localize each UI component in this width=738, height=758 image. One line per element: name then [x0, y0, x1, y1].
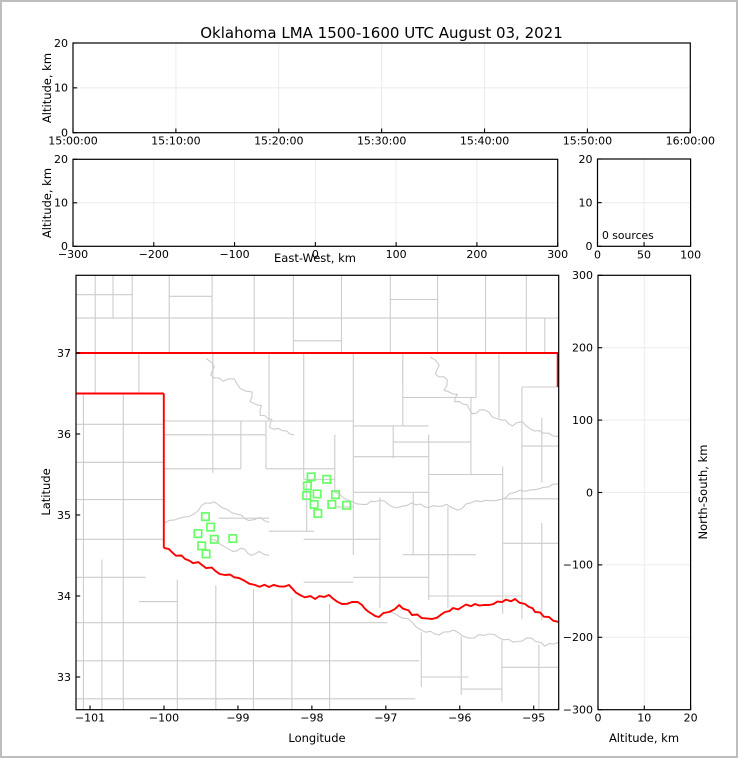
tick-label: 0: [594, 248, 601, 261]
tick-label: 0: [61, 240, 68, 253]
tick-label: 10: [579, 196, 593, 209]
map-xlabel: Longitude: [288, 731, 346, 745]
tick-label: 10: [54, 82, 68, 95]
station-marker: [312, 489, 322, 499]
tick-label: −200: [563, 631, 593, 644]
station-marker: [209, 534, 219, 544]
tick-label: 15:40:00: [460, 135, 509, 148]
tick-label: 20: [54, 153, 68, 166]
map-ylabel: Latitude: [39, 468, 53, 516]
tick-label: 0: [312, 248, 319, 261]
station-marker: [193, 529, 203, 539]
tick-label: 100: [572, 414, 593, 427]
tick-label: 10: [637, 712, 651, 725]
tick-label: 200: [466, 248, 487, 261]
ns-height-xlabel: Altitude, km: [608, 731, 680, 745]
tick-label: 300: [547, 248, 568, 261]
ew-height-xlabel: East-West, km: [274, 251, 356, 265]
tick-label: −101: [75, 712, 105, 725]
tick-label: 20: [579, 153, 593, 166]
county-line: [334, 483, 559, 511]
county-line: [429, 356, 559, 437]
tick-label: 34: [57, 590, 71, 603]
figure-title: Oklahoma LMA 1500-1600 UTC August 03, 20…: [200, 24, 563, 42]
station-marker: [302, 481, 312, 491]
tick-label: 33: [57, 671, 71, 684]
panel-background: [76, 275, 559, 710]
tick-label: −97: [374, 712, 397, 725]
station-marker: [302, 490, 312, 501]
tick-label: 0: [61, 127, 68, 140]
tick-label: 300: [572, 269, 593, 282]
station-marker: [200, 512, 210, 522]
map-layers: [76, 275, 559, 710]
tick-label: −100: [149, 712, 179, 725]
ew-height-ylabel: Altitude, km: [40, 167, 54, 239]
tick-label: 20: [54, 37, 68, 50]
tick-label: −99: [226, 712, 249, 725]
station-marker: [206, 522, 216, 532]
tick-label: 15:50:00: [563, 135, 612, 148]
station-marker: [201, 549, 211, 559]
tick-label: 100: [386, 248, 407, 261]
station-marker: [322, 474, 332, 484]
tick-label: −100: [563, 559, 593, 572]
tick-label: 200: [572, 342, 593, 355]
tick-label: −100: [219, 248, 249, 261]
tick-label: −95: [522, 712, 545, 725]
tick-label: 0: [586, 240, 593, 253]
tick-label: 15:30:00: [357, 135, 406, 148]
station-marker: [313, 508, 323, 518]
tick-label: 15:10:00: [151, 135, 200, 148]
station-marker: [327, 499, 337, 509]
station-marker: [228, 533, 238, 544]
tick-label: 0: [595, 712, 602, 725]
tick-label: −300: [563, 704, 593, 717]
tick-label: 35: [57, 509, 71, 522]
tick-label: 100: [680, 248, 701, 261]
station-marker: [306, 472, 316, 482]
tick-label: 15:00:00: [48, 135, 97, 148]
source-count-annotation: 0 sources: [602, 229, 654, 242]
ns-height-ylabel: North-South, km: [696, 444, 710, 540]
time-height-ylabel: Altitude, km: [40, 52, 54, 124]
tick-label: 36: [57, 428, 71, 441]
tick-label: 0: [586, 486, 593, 499]
station-marker: [342, 500, 352, 510]
tick-label: −96: [448, 712, 471, 725]
tick-label: 16:00:00: [666, 135, 715, 148]
tick-label: −300: [58, 248, 88, 261]
state-border-line: [163, 546, 559, 623]
county-line: [211, 538, 270, 557]
tick-label: −200: [139, 248, 169, 261]
station-marker: [309, 499, 319, 509]
tick-label: 20: [684, 712, 698, 725]
panel-spine: [75, 274, 560, 711]
tick-label: 10: [54, 197, 68, 210]
tick-label: −98: [300, 712, 323, 725]
tick-label: 50: [637, 248, 651, 261]
county-line: [164, 501, 270, 524]
county-line: [387, 611, 559, 647]
station-marker: [330, 490, 341, 500]
county-line: [205, 358, 295, 436]
tick-label: 37: [57, 347, 71, 360]
tick-label: 15:20:00: [254, 135, 303, 148]
